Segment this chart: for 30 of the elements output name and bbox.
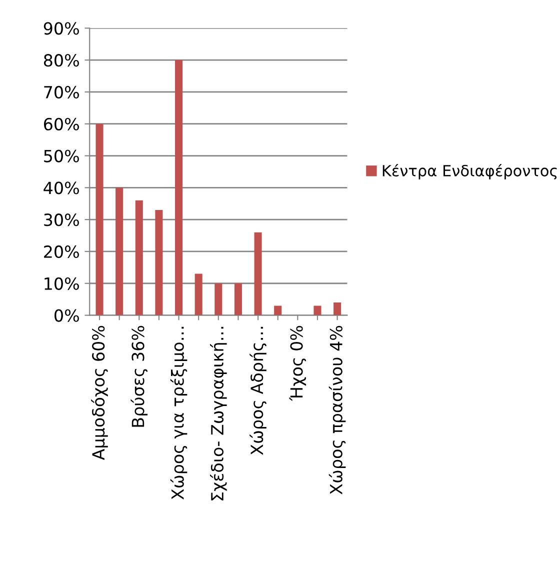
bar <box>274 306 282 316</box>
bar <box>135 200 143 316</box>
bar <box>334 302 342 316</box>
x-tick-label: Αμμοδόχος 60% <box>91 326 108 460</box>
x-tick-label: Χώρος για τρέξιμο… <box>170 326 188 500</box>
y-tick-label: 50% <box>44 150 79 162</box>
x-tick-label: Χώρος πρασίνου 4% <box>328 326 346 494</box>
x-tick-label: Σχέδιο- Ζωγραφική… <box>210 326 227 500</box>
x-tick-label: Βρύσες 36% <box>130 326 148 427</box>
bar <box>254 232 262 316</box>
bar <box>214 283 222 316</box>
y-tick-label: 20% <box>44 245 79 258</box>
bar <box>194 274 202 316</box>
x-tick-label: Ήχος 0% <box>289 326 306 401</box>
bar <box>314 306 322 316</box>
x-tick-label: Χώρος Αδρής… <box>250 326 266 455</box>
y-tick-label: 30% <box>44 214 79 226</box>
bar <box>155 210 163 316</box>
y-tick-label: 70% <box>44 86 79 99</box>
y-tick-label: 0% <box>54 309 79 322</box>
bar <box>116 188 124 316</box>
y-tick-label: 60% <box>44 118 79 130</box>
bar <box>175 60 183 316</box>
y-tick-label: 10% <box>44 277 79 290</box>
bar <box>96 124 104 316</box>
y-tick-label: 90% <box>44 22 79 35</box>
legend-label: Κέντρα Ενδιαφέροντος <box>382 164 557 180</box>
y-tick-label: 80% <box>44 54 79 67</box>
bar <box>234 283 242 316</box>
y-tick-label: 40% <box>44 182 79 194</box>
